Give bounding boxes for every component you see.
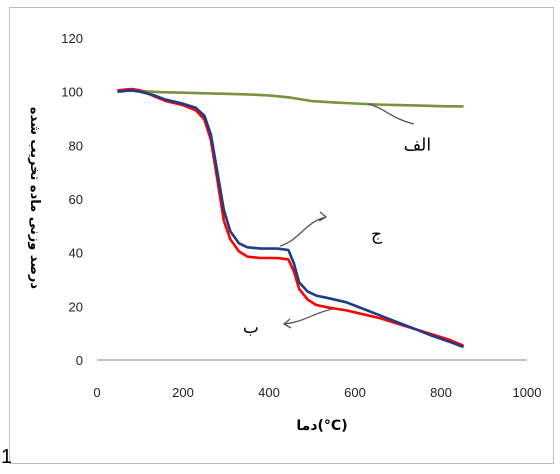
annotation-arrow-j (279, 216, 327, 247)
series-line-3 (117, 89, 464, 348)
y-tick-label: 40 (69, 246, 83, 261)
annotation-arrow-a (367, 103, 415, 125)
x-tick-label: 1000 (513, 385, 542, 400)
y-tick-label: 60 (69, 192, 83, 207)
x-tick-label: 0 (93, 385, 100, 400)
series-annotation-label: الف (404, 136, 432, 156)
y-tick-label: 0 (76, 353, 83, 368)
y-tick-label: 80 (69, 138, 83, 153)
series-line-2 (117, 87, 464, 347)
y-tick-label: 120 (61, 31, 83, 46)
x-axis-label: دما(°C) (296, 418, 347, 434)
x-tick-label: 200 (172, 385, 194, 400)
y-tick-label: 100 (61, 85, 83, 100)
chart-frame (9, 7, 554, 464)
series-line-1 (117, 89, 464, 108)
annotation-arrow-j-head (318, 211, 328, 222)
y-axis-label: درصد وزنی ماده تخریب شده (27, 107, 42, 289)
x-tick-label: 600 (344, 385, 366, 400)
x-tick-label: 800 (430, 385, 452, 400)
annotation-arrow-b (283, 308, 334, 325)
stray-mark: 1 (1, 446, 13, 468)
series-annotation-label: ج (371, 224, 382, 244)
series-annotation-label: ب (243, 318, 259, 338)
y-tick-label: 20 (69, 299, 83, 314)
x-tick-label: 400 (258, 385, 280, 400)
annotation-arrow-b-head (282, 318, 292, 329)
